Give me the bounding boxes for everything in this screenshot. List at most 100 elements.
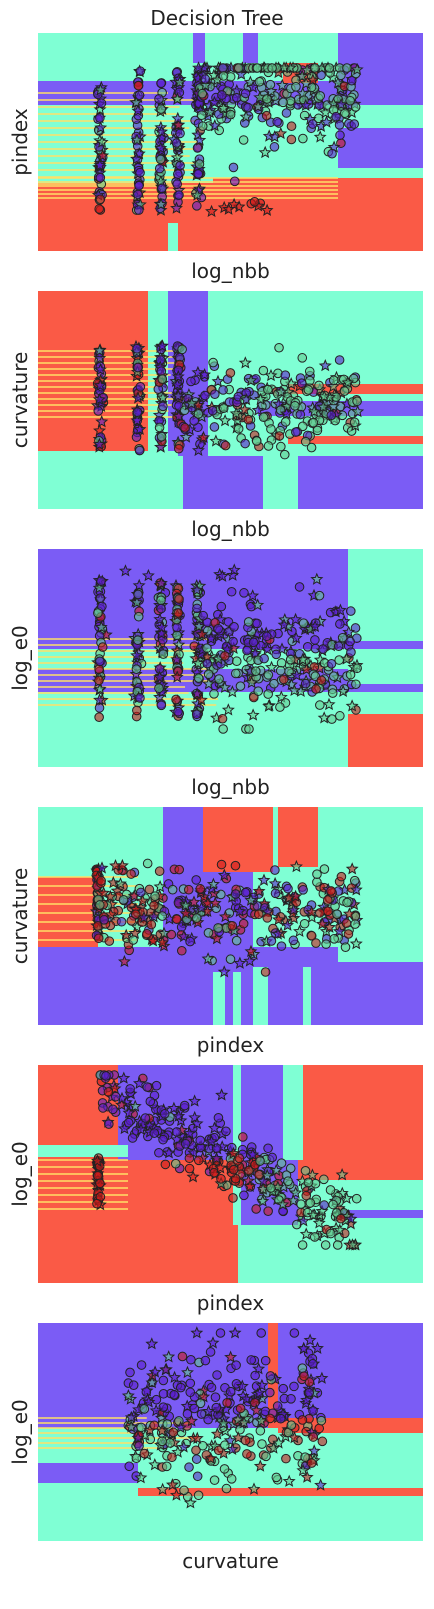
data-point-circle (172, 914, 182, 925)
data-point-circle (175, 128, 185, 139)
data-point-circle (139, 1448, 150, 1459)
data-point-star (132, 578, 146, 592)
data-point-circle (157, 911, 168, 921)
decision-region (38, 291, 148, 451)
data-point-star (227, 197, 241, 211)
data-point-circle (326, 410, 337, 421)
data-point-star (287, 903, 301, 916)
data-point-star (156, 1482, 170, 1496)
data-point-star (238, 402, 252, 416)
data-point-circle (209, 1167, 219, 1178)
data-point-star (217, 101, 230, 114)
data-point-circle (167, 884, 178, 895)
data-point-circle (251, 1204, 261, 1214)
data-point-star (233, 904, 247, 917)
data-point-circle (203, 669, 214, 679)
data-point-star (272, 1436, 286, 1449)
data-point-circle (308, 1359, 318, 1369)
data-point-circle (95, 593, 106, 603)
data-point-star (130, 648, 144, 662)
data-point-circle (240, 887, 251, 898)
decision-region (38, 451, 178, 509)
decision-region (243, 33, 258, 63)
data-point-circle (251, 436, 262, 446)
data-point-circle (185, 936, 195, 947)
data-point-circle (177, 344, 187, 355)
data-point-circle (265, 1413, 275, 1424)
data-point-circle (154, 683, 164, 693)
data-point-circle (340, 942, 351, 952)
data-point-circle (253, 686, 264, 696)
data-point-circle (189, 416, 199, 426)
y-axis-label: log_e0 (8, 625, 32, 691)
y-axis-label: curvature (8, 867, 32, 965)
data-point-circle (275, 665, 286, 676)
data-point-circle (263, 441, 274, 451)
decision-region (203, 807, 273, 872)
data-point-circle (156, 431, 167, 442)
data-point-circle (335, 711, 345, 721)
data-point-circle (235, 1424, 245, 1435)
data-point-circle (155, 154, 166, 165)
data-point-circle (304, 1387, 315, 1398)
data-point-circle (230, 668, 241, 679)
data-point-circle (315, 91, 326, 101)
data-point-star (277, 618, 291, 631)
data-point-circle (291, 427, 301, 437)
data-point-circle (104, 1119, 114, 1129)
data-point-circle (255, 1425, 266, 1436)
data-point-circle (150, 891, 160, 901)
data-point-circle (341, 918, 352, 929)
data-point-circle (337, 632, 348, 643)
data-point-circle (228, 1193, 238, 1203)
data-point-star (237, 1415, 251, 1429)
data-point-circle (218, 63, 228, 73)
data-point-circle (285, 1163, 296, 1174)
data-point-circle (191, 875, 202, 885)
data-point-circle (93, 608, 103, 618)
data-point-circle (307, 119, 318, 129)
decision-region (303, 967, 311, 1025)
data-point-star (300, 1393, 314, 1406)
data-point-star (162, 1146, 176, 1159)
data-point-star (181, 1365, 194, 1379)
data-point-star (314, 1478, 328, 1491)
data-point-star (206, 1336, 220, 1349)
decision-region (288, 436, 423, 444)
data-point-circle (174, 594, 184, 604)
data-point-circle (266, 1183, 276, 1193)
data-point-circle (328, 375, 339, 386)
data-point-circle (280, 370, 291, 380)
data-point-star (351, 404, 365, 418)
data-point-star (170, 378, 184, 391)
data-point-star (198, 78, 212, 91)
data-point-circle (170, 1158, 181, 1169)
data-point-circle (339, 386, 350, 396)
data-point-circle (177, 1351, 188, 1362)
data-point-circle (306, 1458, 317, 1468)
data-point-circle (133, 589, 143, 600)
data-point-star (342, 907, 356, 920)
data-point-circle (308, 1406, 318, 1416)
plot-svg (38, 291, 423, 509)
data-point-star (128, 1099, 142, 1112)
x-axis-label: pindex (196, 1291, 265, 1315)
data-point-circle (235, 681, 246, 691)
data-point-star (205, 1134, 218, 1148)
data-point-circle (134, 180, 144, 191)
data-point-circle (156, 595, 166, 606)
data-point-star (154, 440, 168, 453)
data-point-star (269, 1163, 283, 1176)
data-point-circle (304, 366, 315, 377)
data-point-star (153, 879, 167, 893)
data-point-circle (210, 1392, 221, 1403)
data-point-star (349, 937, 363, 950)
data-point-circle (226, 1474, 237, 1484)
data-point-star (244, 893, 258, 906)
data-point-circle (263, 384, 273, 395)
data-point-circle (209, 1475, 220, 1485)
data-point-star (221, 703, 235, 716)
data-point-star (233, 956, 247, 969)
data-point-star (315, 1371, 329, 1384)
data-point-circle (266, 424, 276, 434)
